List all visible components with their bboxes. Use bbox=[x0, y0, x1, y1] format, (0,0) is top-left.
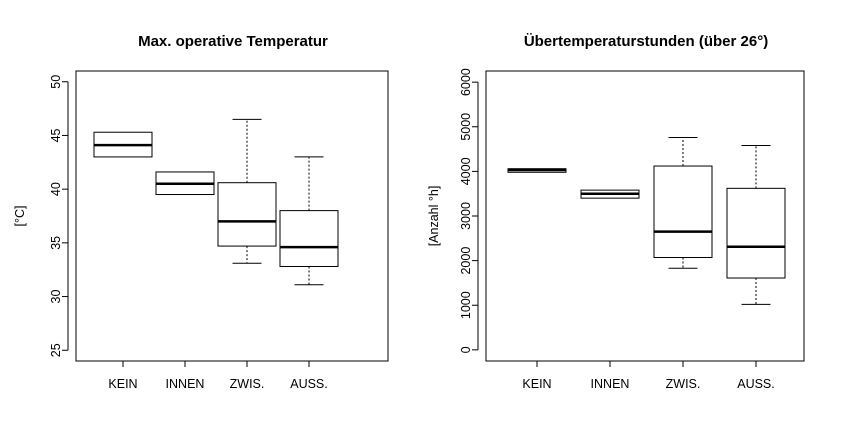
x-tick-label: INNEN bbox=[166, 377, 205, 391]
box-iqr bbox=[726, 187, 786, 279]
y-tick-label: 50 bbox=[49, 75, 63, 89]
overheating-hours-boxplot-panel: Übertemperaturstunden (über 26°) [Anzahl… bbox=[427, 33, 805, 391]
y-axis-label-temperature: [°C] bbox=[13, 206, 27, 227]
plot-frame bbox=[485, 70, 805, 362]
x-tick-label: AUSS. bbox=[290, 377, 328, 391]
x-tick-label: KEIN bbox=[108, 377, 137, 391]
box-auss bbox=[726, 145, 786, 305]
x-tick-label: ZWIS. bbox=[666, 377, 701, 391]
temperature-boxplot-panel: Max. operative Temperatur [°C] 25 30 35 40 4… bbox=[13, 33, 389, 391]
y-tick-label: 45 bbox=[49, 128, 63, 142]
y-tick-label: 35 bbox=[49, 236, 63, 250]
y-tick-label: 5000 bbox=[459, 113, 473, 141]
y-axis-ticks: 0 1000 2000 3000 4000 5000 6000 bbox=[459, 68, 479, 353]
chart-title-overheating-hours: Übertemperaturstunden (über 26°) bbox=[524, 33, 768, 50]
y-tick-label: 25 bbox=[49, 343, 63, 357]
box-zwis bbox=[217, 118, 277, 264]
y-tick-label: 6000 bbox=[459, 68, 473, 96]
x-tick-label: ZWIS. bbox=[230, 377, 265, 391]
x-tick-label: INNEN bbox=[591, 377, 630, 391]
y-tick-label: 4000 bbox=[459, 157, 473, 185]
chart-title-temperature: Max. operative Temperatur bbox=[138, 33, 328, 50]
y-axis-label-hours: [Anzahl °h] bbox=[427, 186, 441, 247]
y-tick-label: 30 bbox=[49, 290, 63, 304]
boxes bbox=[93, 118, 339, 286]
y-tick-label: 1000 bbox=[459, 291, 473, 319]
y-tick-label: 3000 bbox=[459, 202, 473, 230]
y-axis-ticks: 25 30 35 40 45 50 bbox=[49, 75, 69, 357]
y-tick-label: 40 bbox=[49, 182, 63, 196]
x-axis-labels: KEIN INNEN ZWIS. AUSS. bbox=[522, 361, 775, 391]
y-tick-label: 0 bbox=[459, 346, 473, 353]
x-tick-label: AUSS. bbox=[737, 377, 775, 391]
box-iqr bbox=[217, 182, 277, 247]
box-kein bbox=[93, 131, 153, 158]
box-kein bbox=[507, 168, 567, 173]
x-tick-label: KEIN bbox=[522, 377, 551, 391]
box-zwis bbox=[653, 136, 713, 269]
box-innen bbox=[155, 171, 215, 196]
box-iqr bbox=[279, 210, 339, 267]
x-axis-labels: KEIN INNEN ZWIS. AUSS. bbox=[108, 361, 328, 391]
box-innen bbox=[580, 189, 640, 199]
plot-frame bbox=[75, 70, 389, 362]
boxes bbox=[507, 136, 786, 305]
box-iqr bbox=[653, 165, 713, 258]
box-auss bbox=[279, 156, 339, 286]
y-tick-label: 2000 bbox=[459, 247, 473, 275]
